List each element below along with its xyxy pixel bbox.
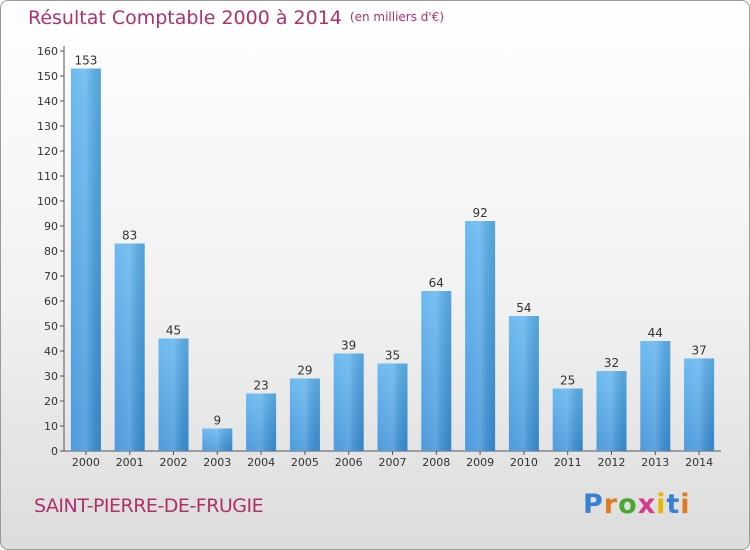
logo-letter: P	[583, 489, 604, 520]
bar-shade	[158, 338, 189, 451]
bar-shade	[289, 378, 320, 451]
y-tick-label: 20	[44, 395, 58, 408]
x-tick-label: 2013	[641, 456, 669, 469]
y-tick-label: 150	[37, 70, 58, 83]
y-tick-label: 60	[44, 295, 58, 308]
chart-title: Résultat Comptable 2000 à 2014	[28, 7, 342, 29]
data-label: 29	[297, 364, 312, 378]
bar-shade	[684, 358, 715, 451]
data-label: 92	[472, 206, 487, 220]
x-tick-label: 2007	[379, 456, 407, 469]
y-tick-label: 0	[51, 445, 58, 458]
logo-letter: i	[656, 489, 667, 520]
y-tick-label: 140	[37, 95, 58, 108]
x-tick-label: 2009	[466, 456, 494, 469]
data-label: 45	[166, 324, 181, 338]
x-tick-label: 2004	[247, 456, 275, 469]
bar-shade	[421, 291, 452, 451]
data-label: 153	[74, 54, 97, 68]
place-name: SAINT-PIERRE-DE-FRUGIE	[34, 495, 264, 517]
x-tick-label: 2003	[203, 456, 231, 469]
bar-shade	[552, 388, 583, 451]
data-label: 23	[253, 379, 268, 393]
y-tick-label: 110	[37, 170, 58, 183]
logo-letter: x	[637, 489, 657, 520]
y-tick-label: 100	[37, 195, 58, 208]
chart-subtitle: (en milliers d'€)	[349, 10, 445, 24]
y-tick-label: 90	[44, 220, 58, 233]
y-tick-label: 130	[37, 120, 58, 133]
bar-shade	[70, 68, 101, 451]
data-label: 32	[604, 356, 619, 370]
data-label: 35	[385, 349, 400, 363]
bar-shade	[333, 353, 364, 451]
y-tick-label: 30	[44, 370, 58, 383]
logo-letter: o	[618, 489, 638, 520]
y-tick-label: 80	[44, 245, 58, 258]
x-tick-label: 2005	[291, 456, 319, 469]
x-tick-label: 2002	[160, 456, 188, 469]
x-tick-label: 2012	[598, 456, 626, 469]
bar-shade	[508, 316, 539, 451]
y-tick-label: 10	[44, 420, 58, 433]
chart-title-line: Résultat Comptable 2000 à 2014 (en millie…	[28, 7, 444, 29]
bar-shade	[202, 428, 233, 451]
x-tick-label: 2014	[685, 456, 713, 469]
data-label: 83	[122, 229, 137, 243]
bar-shade	[114, 243, 145, 451]
x-tick-label: 2000	[72, 456, 100, 469]
x-tick-label: 2006	[335, 456, 363, 469]
y-tick-label: 70	[44, 270, 58, 283]
data-label: 54	[516, 301, 531, 315]
y-tick-label: 120	[37, 145, 58, 158]
bar-shade	[465, 221, 496, 451]
data-label: 64	[429, 276, 444, 290]
x-tick-label: 2001	[116, 456, 144, 469]
y-tick-label: 50	[44, 320, 58, 333]
bar-shade	[377, 363, 408, 451]
logo-letter: i	[680, 489, 691, 520]
x-tick-label: 2008	[422, 456, 450, 469]
data-label: 9	[213, 414, 221, 428]
y-tick-label: 40	[44, 345, 58, 358]
bar-shade	[596, 371, 627, 451]
proxiti-logo: Proxiti	[583, 489, 691, 520]
logo-letter: t	[666, 489, 681, 520]
x-tick-label: 2010	[510, 456, 538, 469]
y-tick-label: 160	[37, 45, 58, 58]
data-label: 37	[691, 344, 706, 358]
bar-shade	[640, 341, 671, 451]
data-label: 25	[560, 374, 575, 388]
logo-letter: r	[603, 489, 619, 520]
data-label: 44	[648, 326, 663, 340]
x-tick-label: 2011	[554, 456, 582, 469]
bar-shade	[246, 393, 277, 451]
data-label: 39	[341, 339, 356, 353]
